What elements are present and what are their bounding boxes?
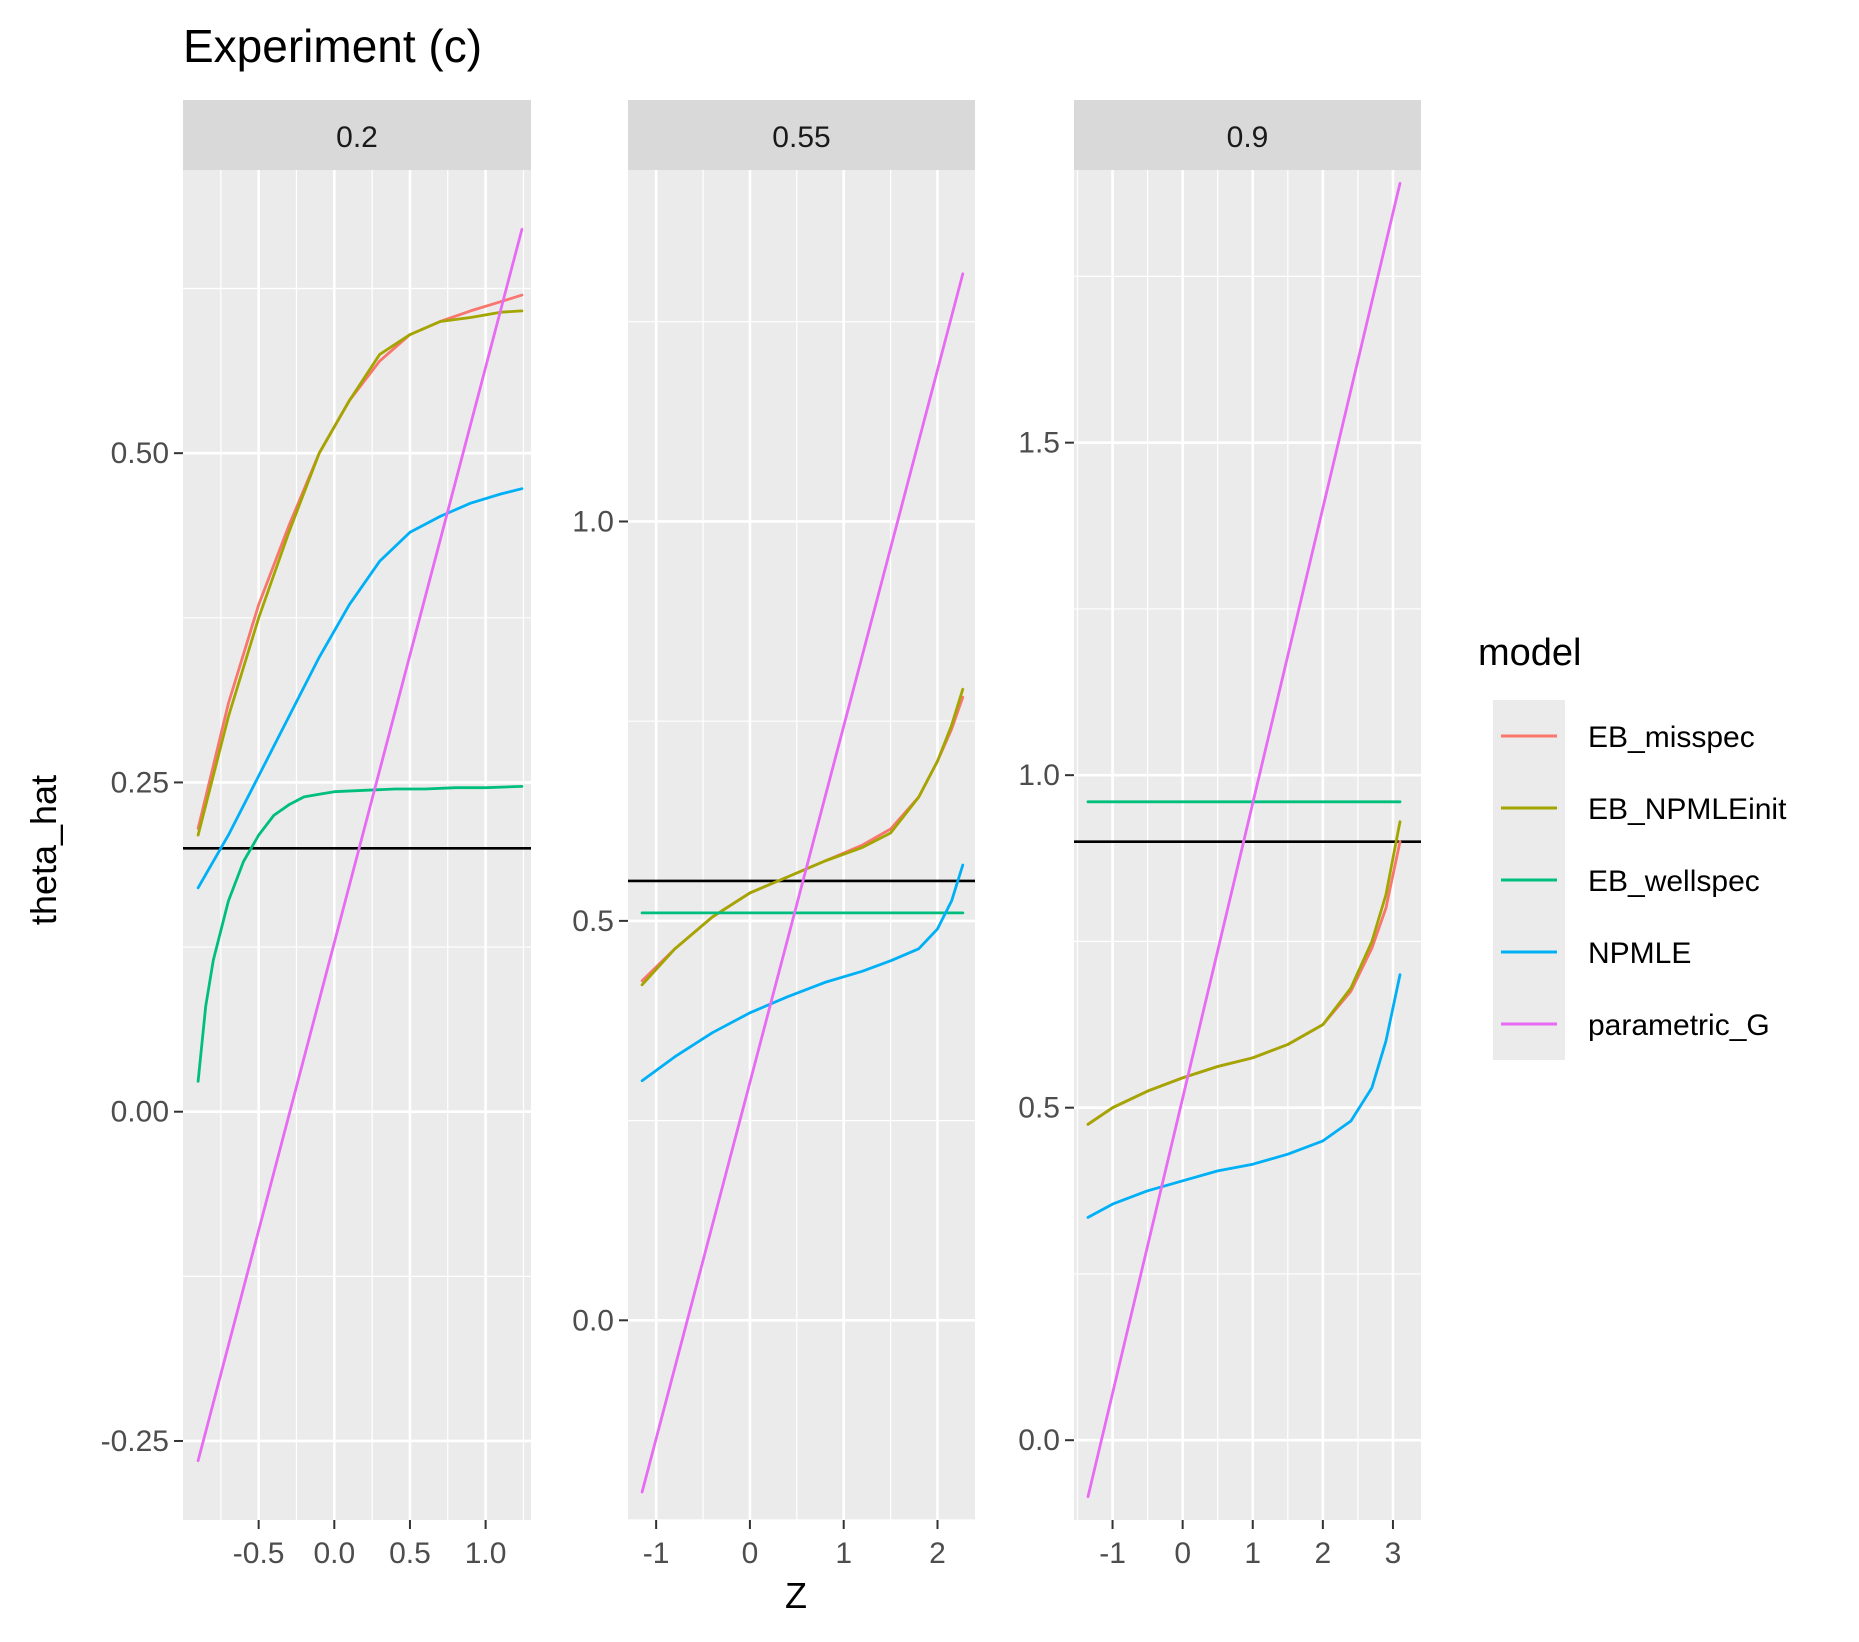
chart-title: Experiment (c) xyxy=(183,20,482,72)
x-tick-label: 1.0 xyxy=(465,1537,507,1570)
x-tick-label: 2 xyxy=(1315,1537,1332,1570)
facet-strip-label: 0.9 xyxy=(1227,121,1269,154)
facet-panel-0.9: 0.9 -1 0 1 2 3 0.0 0.5 1.0 1.5 xyxy=(1018,100,1421,1570)
y-tick-label: 0.00 xyxy=(111,1096,169,1129)
x-tick-label: 0.0 xyxy=(313,1537,355,1570)
facet-strip-label: 0.55 xyxy=(772,121,830,154)
legend-label-EB_NPMLEinit: EB_NPMLEinit xyxy=(1588,793,1787,826)
panel-background xyxy=(1074,170,1421,1520)
facet-strip xyxy=(183,100,531,170)
y-tick-label: 0.0 xyxy=(1018,1424,1060,1457)
facet-panel-0.55: 0.55 -1 0 1 2 0.0 0.5 1.0 xyxy=(572,100,975,1570)
y-tick-label: 0.5 xyxy=(1018,1092,1060,1125)
series-line-NPMLE xyxy=(640,863,965,1083)
series-line-EB_NPMLEinit xyxy=(196,309,524,837)
series-line-EB_misspec xyxy=(196,293,524,830)
y-tick-label: 1.0 xyxy=(572,505,614,538)
y-tick-label: 0.0 xyxy=(572,1304,614,1337)
legend-label-EB_misspec: EB_misspec xyxy=(1588,721,1755,754)
series-line-EB_wellspec xyxy=(196,785,524,1083)
x-axis-title: Z xyxy=(785,1575,807,1616)
legend-label-parametric_G: parametric_G xyxy=(1588,1009,1770,1042)
x-tick-label: 2 xyxy=(929,1537,946,1570)
y-axis-title: theta_hat xyxy=(23,775,64,925)
y-tick-label: -0.25 xyxy=(101,1425,169,1458)
facet-panels: 0.2-0.5 0.0 0.5 1.0-0.250.000.250.500.55-1 0… xyxy=(101,100,1421,1570)
facet-strip xyxy=(628,100,975,170)
series-line-EB_NPMLEinit xyxy=(1086,820,1402,1126)
series-line-parametric_G xyxy=(1086,181,1402,1499)
panel-background xyxy=(628,170,975,1520)
series-line-parametric_G xyxy=(640,272,965,1494)
legend-label-NPMLE: NPMLE xyxy=(1588,937,1691,970)
y-tick-label: 1.5 xyxy=(1018,427,1060,460)
x-tick-label: -1 xyxy=(1099,1537,1126,1570)
series-line-NPMLE xyxy=(1086,973,1402,1219)
x-tick-label: 1 xyxy=(835,1537,852,1570)
x-tick-label: 1 xyxy=(1244,1537,1261,1570)
series-line-NPMLE xyxy=(196,487,524,890)
legend: model EB_misspec EB_NPMLEinit EB_wellspec N… xyxy=(1478,632,1787,1060)
x-tick-label: 0 xyxy=(742,1537,759,1570)
x-tick-label: -1 xyxy=(643,1537,670,1570)
y-tick-label: 0.25 xyxy=(111,766,169,799)
series-line-parametric_G xyxy=(196,227,524,1463)
facet-strip-label: 0.2 xyxy=(336,121,378,154)
x-tick-label: 0.5 xyxy=(389,1537,431,1570)
series-line-EB_NPMLEinit xyxy=(640,687,965,987)
legend-title: model xyxy=(1478,632,1582,674)
legend-label-EB_wellspec: EB_wellspec xyxy=(1588,865,1760,898)
y-tick-label: 0.50 xyxy=(111,437,169,470)
y-tick-label: 1.0 xyxy=(1018,759,1060,792)
x-tick-label: 0 xyxy=(1174,1537,1191,1570)
x-tick-label: 3 xyxy=(1385,1537,1402,1570)
facet-panel-0.2: 0.2 -0.5 0.0 0.5 1.0 -0.25 0.00 0.25 0.50 xyxy=(101,100,531,1570)
facet-strip xyxy=(1074,100,1421,170)
x-tick-label: -0.5 xyxy=(233,1537,285,1570)
y-tick-label: 0.5 xyxy=(572,905,614,938)
